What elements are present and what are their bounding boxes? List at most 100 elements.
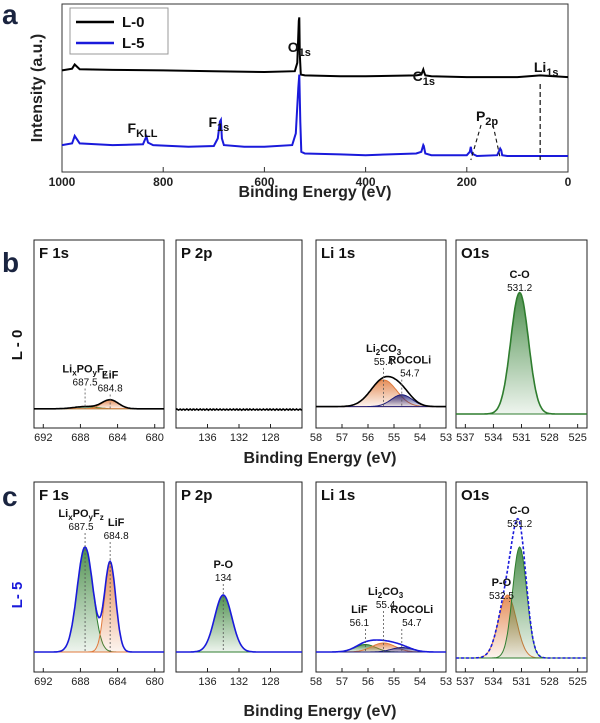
row-b-label: L - 0 [9, 330, 26, 361]
subplot-xtick-label: 537 [456, 676, 474, 688]
subplot-frame [33, 239, 165, 429]
peak-value-label: 56.1 [350, 618, 370, 629]
peak-value-label: 684.8 [104, 531, 129, 542]
peak-name-label: LiF [102, 369, 119, 381]
survey-peak-label: FKLL [128, 120, 158, 140]
subplot-xtick-label: 53 [440, 676, 452, 688]
subplot-title: Li 1s [321, 245, 355, 262]
subplot-xtick-label: 136 [198, 432, 216, 444]
peak-value-label: 54.7 [400, 369, 420, 380]
survey-panel: 1000 800 600 400 200 0 FKLL F1s O1s C1s P2p Li1s I… [29, 3, 572, 201]
subplot-xtick-label: 528 [540, 676, 558, 688]
envelope-curve [176, 594, 302, 653]
peak-name-label: C-O [510, 269, 531, 281]
subplot-xtick-label: 525 [568, 432, 586, 444]
survey-line-l-0 [61, 17, 569, 79]
peak-value-label: 54.7 [402, 618, 422, 629]
p2p-marker-line [492, 124, 501, 159]
subplot-xtick-label: 54 [414, 432, 426, 444]
survey-legend: L-0 L-5 [69, 7, 169, 55]
subplot-xtick-label: 55 [388, 432, 400, 444]
subplot-xtick-label: 688 [71, 432, 89, 444]
envelope-curve [456, 291, 587, 415]
subplot-xtick-label: 528 [540, 432, 558, 444]
envelope-curve [34, 399, 164, 410]
row-c-xlabel: Binding Energy (eV) [244, 703, 397, 720]
subplot-xtick-label: 56 [362, 432, 374, 444]
subplot-xtick-label: 57 [336, 432, 348, 444]
survey-frame [61, 3, 569, 173]
peak-value-label: 531.2 [507, 283, 532, 294]
survey-peak-label: F1s [208, 114, 229, 134]
subplot-xtick-label: 57 [336, 676, 348, 688]
subplot-xtick-label: 132 [230, 676, 248, 688]
subplot-xtick-label: 128 [261, 432, 279, 444]
subplot-xtick-label: 534 [484, 432, 502, 444]
envelope-curve [316, 375, 446, 408]
row-c-label: L- 5 [9, 582, 26, 609]
p2p-marker-line [470, 124, 482, 161]
peak-value-label: 684.8 [98, 383, 123, 394]
legend-box [69, 7, 169, 55]
subplot-title: F 1s [39, 245, 69, 262]
envelope-curve [175, 408, 303, 412]
subplot-xtick-label: 531 [512, 432, 530, 444]
survey-xtick-label: 400 [356, 175, 376, 189]
subplot-xtick-label: 537 [456, 432, 474, 444]
peak-name-label: LixPOyFz [58, 508, 103, 522]
survey-xlabel: Binding Energy (eV) [239, 184, 392, 201]
subplot-xtick-label: 128 [261, 676, 279, 688]
panel-letter-a: a [2, 0, 18, 30]
subplot-xtick-label: 692 [34, 432, 52, 444]
panel-letter-b: b [2, 247, 19, 278]
subplot-xtick-label: 688 [71, 676, 89, 688]
survey-line-l-5 [61, 74, 568, 158]
peak-value-label: 531.2 [507, 519, 532, 530]
subplot-xtick-label: 55 [388, 676, 400, 688]
peak-value-label: 687.5 [73, 378, 98, 389]
survey-peak-label: P2p [476, 108, 498, 128]
envelope-curve [456, 517, 587, 659]
peak-name-label: Li2CO3 [368, 586, 404, 600]
subplot-xtick-label: 58 [310, 432, 322, 444]
xps-subplot-c-Li1s: Li 1s 58 57 56 55 54 53 LiF 56.1 Li2CO355.4ROCOLi… [310, 481, 452, 688]
survey-peak-label: C1s [413, 68, 435, 88]
envelope-curve [316, 639, 446, 653]
peak-name-label: ROCOLi [390, 604, 433, 616]
panel-letter-c: c [2, 481, 18, 512]
subplot-xtick-label: 680 [146, 432, 164, 444]
subplot-xtick-label: 531 [512, 676, 530, 688]
subplot-xtick-label: 136 [198, 676, 216, 688]
survey-peak-label: O1s [288, 39, 311, 59]
subplot-xtick-label: 132 [230, 432, 248, 444]
peak-name-label: LixPOyFz [62, 364, 107, 378]
subplot-xtick-label: 684 [108, 432, 126, 444]
survey-xtick-label: 600 [254, 175, 274, 189]
subplot-xtick-label: 58 [310, 676, 322, 688]
subplot-xtick-label: 53 [440, 432, 452, 444]
peak-name-label: LiF [351, 604, 368, 616]
legend-label-l0: L-0 [122, 14, 145, 31]
peak-name-label: P-O [492, 577, 512, 589]
subplot-xtick-label: 525 [568, 676, 586, 688]
xps-subplot-c-O1s: O1s 537 534 531 528 525 P-O 532.5 C-O 531.2 [455, 481, 588, 688]
subplot-xtick-label: 680 [146, 676, 164, 688]
subplot-xtick-label: 684 [108, 676, 126, 688]
peak-value-label: 55.4 [376, 600, 396, 611]
subplot-frame [175, 239, 303, 429]
subplot-xtick-label: 692 [34, 676, 52, 688]
survey-xtick-label: 1000 [49, 175, 76, 189]
subplot-title: P 2p [181, 245, 212, 262]
peak-name-label: C-O [510, 505, 531, 517]
peak-name-label: Li2CO3 [366, 343, 402, 357]
survey-xtick-label: 200 [457, 175, 477, 189]
subplot-title: F 1s [39, 487, 69, 504]
survey-ylabel: Intensity (a.u.) [29, 34, 46, 142]
subplot-xtick-label: 534 [484, 676, 502, 688]
subplot-xtick-label: 56 [362, 676, 374, 688]
legend-label-l5: L-5 [122, 35, 145, 52]
survey-peak-label: Li1s [534, 59, 559, 79]
